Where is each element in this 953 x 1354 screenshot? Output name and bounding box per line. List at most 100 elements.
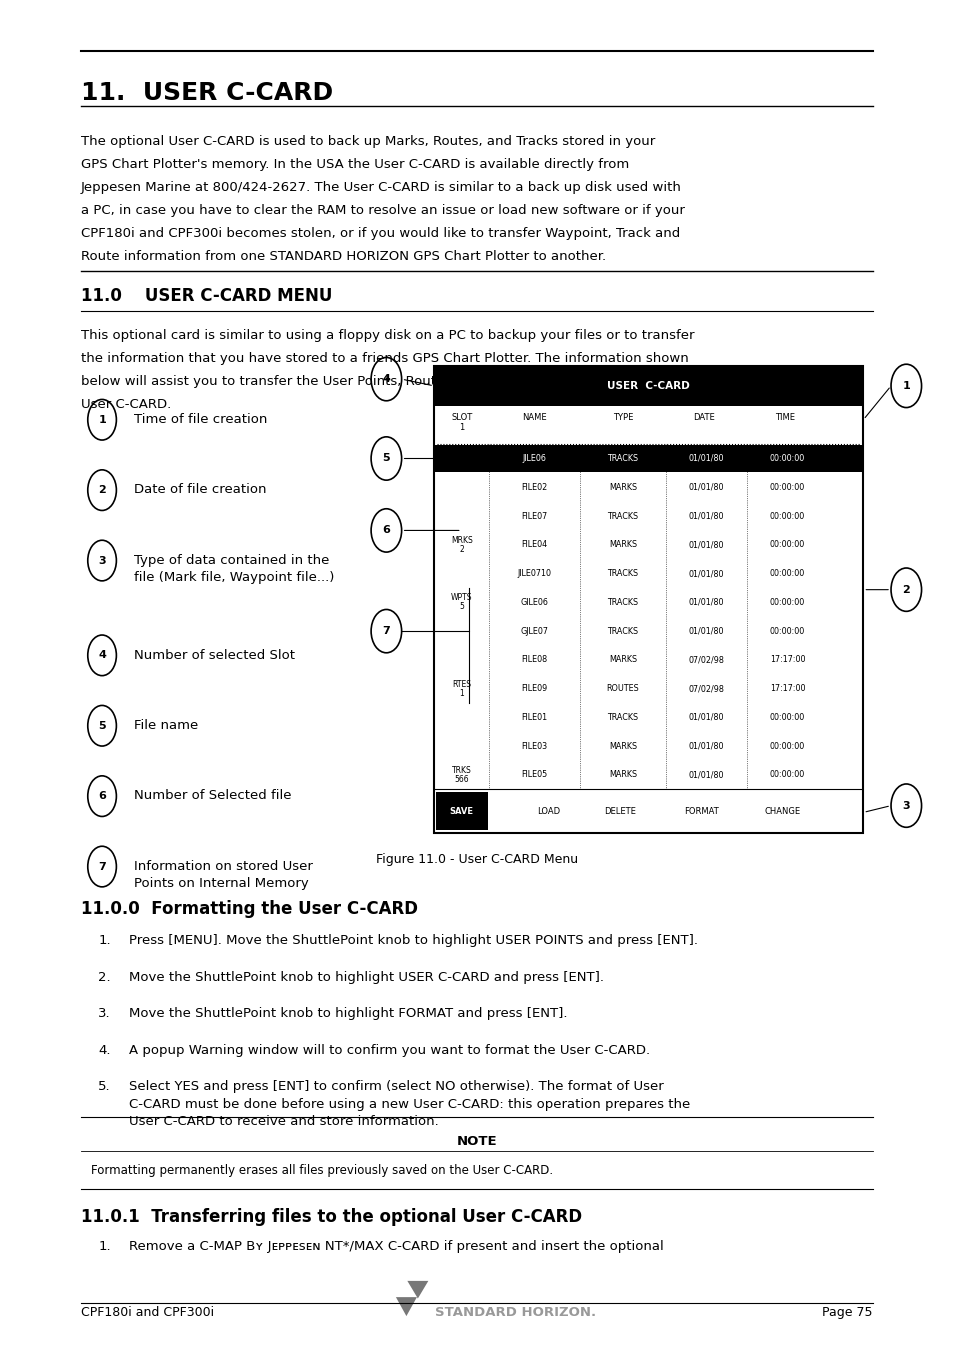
Text: Type of data contained in the
file (Mark file, Waypoint file...): Type of data contained in the file (Mark…: [133, 554, 334, 584]
Text: 3: 3: [902, 800, 909, 811]
Text: 00:00:00: 00:00:00: [769, 770, 804, 780]
Text: DELETE: DELETE: [603, 807, 636, 815]
Text: 11.0.0  Formatting the User C-CARD: 11.0.0 Formatting the User C-CARD: [81, 900, 417, 918]
Text: 17:17:00: 17:17:00: [769, 655, 804, 665]
Text: FILE08: FILE08: [521, 655, 547, 665]
Text: 01/01/80: 01/01/80: [688, 569, 723, 578]
Text: 2: 2: [902, 585, 909, 594]
Text: 6: 6: [98, 791, 106, 802]
Text: 5: 5: [382, 454, 390, 463]
Text: STANDARD HORIZON.: STANDARD HORIZON.: [435, 1305, 595, 1319]
Text: 07/02/98: 07/02/98: [688, 684, 723, 693]
Text: FILE09: FILE09: [521, 684, 547, 693]
Text: 00:00:00: 00:00:00: [769, 454, 804, 463]
Text: Move the ShuttlePoint knob to highlight USER C-CARD and press [ENT].: Move the ShuttlePoint knob to highlight …: [129, 971, 603, 984]
Text: GJLE07: GJLE07: [520, 627, 548, 635]
Text: LOAD: LOAD: [537, 807, 559, 815]
Text: MARKS: MARKS: [608, 540, 637, 550]
Text: CHANGE: CHANGE: [763, 807, 800, 815]
Polygon shape: [395, 1297, 416, 1316]
Text: TRACKS: TRACKS: [607, 714, 638, 722]
Text: JILE06: JILE06: [522, 454, 546, 463]
Text: 00:00:00: 00:00:00: [769, 598, 804, 607]
Text: 01/01/80: 01/01/80: [688, 512, 723, 520]
Text: 7: 7: [98, 861, 106, 872]
Text: Route information from one STANDARD HORIZON GPS Chart Plotter to another.: Route information from one STANDARD HORI…: [81, 250, 605, 264]
Text: DATE: DATE: [693, 413, 714, 422]
Text: User C-CARD.: User C-CARD.: [81, 398, 172, 412]
Text: The optional User C-CARD is used to back up Marks, Routes, and Tracks stored in : The optional User C-CARD is used to back…: [81, 135, 655, 149]
Text: 3: 3: [98, 555, 106, 566]
FancyBboxPatch shape: [436, 792, 488, 830]
Text: 01/01/80: 01/01/80: [688, 598, 723, 607]
Text: 01/01/80: 01/01/80: [688, 454, 723, 463]
Text: MARKS: MARKS: [608, 655, 637, 665]
Text: 00:00:00: 00:00:00: [769, 627, 804, 635]
Text: MARKS: MARKS: [608, 742, 637, 750]
Text: Select YES and press [ENT] to confirm (select NO otherwise). The format of User
: Select YES and press [ENT] to confirm (s…: [129, 1080, 689, 1128]
Text: 1.: 1.: [98, 1240, 111, 1254]
Text: 1: 1: [902, 380, 909, 391]
Text: FILE04: FILE04: [521, 540, 547, 550]
Text: 07/02/98: 07/02/98: [688, 655, 723, 665]
Text: 00:00:00: 00:00:00: [769, 569, 804, 578]
Text: MARKS: MARKS: [608, 483, 637, 492]
Text: FILE05: FILE05: [521, 770, 547, 780]
Text: Date of file creation: Date of file creation: [133, 483, 266, 497]
Text: 01/01/80: 01/01/80: [688, 627, 723, 635]
Text: 3.: 3.: [98, 1007, 111, 1021]
Text: 00:00:00: 00:00:00: [769, 540, 804, 550]
Text: Remove a C-MAP Bʏ Jᴇᴘᴘᴇsᴇɴ NT*/MAX C-CARD if present and insert the optional: Remove a C-MAP Bʏ Jᴇᴘᴘᴇsᴇɴ NT*/MAX C-CAR…: [129, 1240, 663, 1254]
Text: TRACKS: TRACKS: [607, 454, 638, 463]
Text: 6: 6: [382, 525, 390, 535]
Text: TRKS
566: TRKS 566: [452, 766, 471, 784]
Text: 11.  USER C-CARD: 11. USER C-CARD: [81, 81, 333, 106]
Text: 5: 5: [98, 720, 106, 731]
Text: RTES
1: RTES 1: [452, 680, 471, 697]
Text: File name: File name: [133, 719, 197, 733]
Text: GPS Chart Plotter's memory. In the USA the User C-CARD is available directly fro: GPS Chart Plotter's memory. In the USA t…: [81, 158, 629, 172]
Text: 00:00:00: 00:00:00: [769, 483, 804, 492]
Text: FILE07: FILE07: [521, 512, 547, 520]
Text: A popup Warning window will to confirm you want to format the User C-CARD.: A popup Warning window will to confirm y…: [129, 1044, 649, 1057]
Text: below will assist you to transfer the User Points, Routes and Track history to t: below will assist you to transfer the Us…: [81, 375, 671, 389]
Text: CPF180i and CPF300i: CPF180i and CPF300i: [81, 1305, 214, 1319]
Text: 4: 4: [98, 650, 106, 661]
Text: NAME: NAME: [521, 413, 546, 422]
Text: Time of file creation: Time of file creation: [133, 413, 267, 427]
Text: 00:00:00: 00:00:00: [769, 512, 804, 520]
Text: TRACKS: TRACKS: [607, 598, 638, 607]
Text: 4: 4: [382, 374, 390, 385]
Text: the information that you have stored to a friends GPS Chart Plotter. The informa: the information that you have stored to …: [81, 352, 688, 366]
Text: FILE01: FILE01: [521, 714, 547, 722]
Text: Formatting permanently erases all files previously saved on the User C-CARD.: Formatting permanently erases all files …: [91, 1164, 552, 1178]
Text: TYPE: TYPE: [612, 413, 633, 422]
Text: MRKS
2: MRKS 2: [451, 536, 472, 554]
Text: 2: 2: [98, 485, 106, 496]
Text: SLOT
1: SLOT 1: [451, 413, 472, 432]
Text: 11.0.1  Transferring files to the optional User C-CARD: 11.0.1 Transferring files to the optiona…: [81, 1208, 581, 1225]
Text: TIME: TIME: [775, 413, 794, 422]
Text: 5.: 5.: [98, 1080, 111, 1094]
Text: 00:00:00: 00:00:00: [769, 714, 804, 722]
Text: Number of Selected file: Number of Selected file: [133, 789, 291, 803]
FancyBboxPatch shape: [435, 445, 862, 471]
Text: 01/01/80: 01/01/80: [688, 714, 723, 722]
Text: GILE06: GILE06: [520, 598, 548, 607]
Text: FILE
1: FILE 1: [454, 450, 469, 467]
Text: 01/01/80: 01/01/80: [688, 540, 723, 550]
Text: This optional card is similar to using a floppy disk on a PC to backup your file: This optional card is similar to using a…: [81, 329, 694, 343]
Text: Move the ShuttlePoint knob to highlight FORMAT and press [ENT].: Move the ShuttlePoint knob to highlight …: [129, 1007, 567, 1021]
Text: WPTS
5: WPTS 5: [451, 593, 472, 612]
Text: Number of selected Slot: Number of selected Slot: [133, 649, 294, 662]
Text: FORMAT: FORMAT: [683, 807, 718, 815]
FancyBboxPatch shape: [434, 366, 862, 406]
Text: 1.: 1.: [98, 934, 111, 948]
Text: Information on stored User
Points on Internal Memory: Information on stored User Points on Int…: [133, 860, 313, 890]
Text: MARKS: MARKS: [608, 770, 637, 780]
Text: 7: 7: [382, 626, 390, 636]
Text: NOTE: NOTE: [456, 1135, 497, 1148]
Text: 11.0    USER C-CARD MENU: 11.0 USER C-CARD MENU: [81, 287, 332, 305]
Text: a PC, in case you have to clear the RAM to resolve an issue or load new software: a PC, in case you have to clear the RAM …: [81, 204, 684, 218]
Text: FILE03: FILE03: [521, 742, 547, 750]
